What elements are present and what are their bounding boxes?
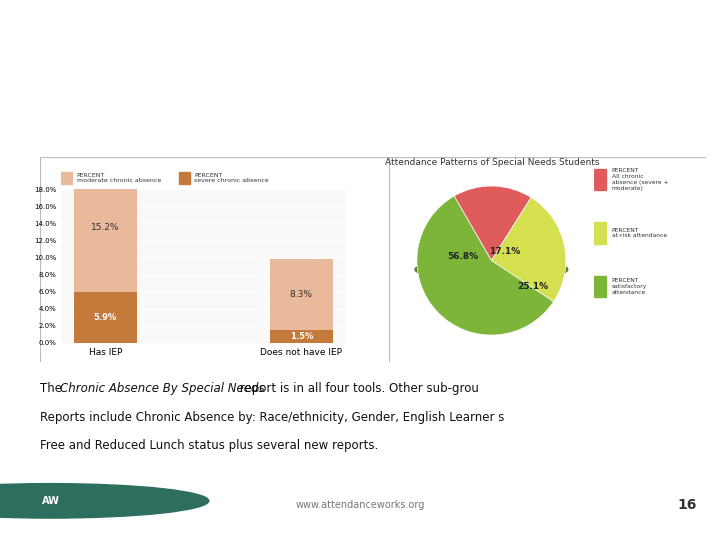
- Text: 25.1%: 25.1%: [517, 282, 548, 291]
- Bar: [270, 259, 333, 330]
- Bar: [594, 169, 606, 190]
- Text: Free and Reduced Lunch status plus several new reports.: Free and Reduced Lunch status plus sever…: [40, 439, 378, 452]
- Wedge shape: [417, 196, 554, 335]
- Bar: [74, 163, 137, 293]
- Text: 16: 16: [678, 498, 697, 512]
- Text: www.attendanceworks.org: www.attendanceworks.org: [295, 500, 425, 510]
- Text: 1.5%: 1.5%: [289, 332, 313, 341]
- Text: 56.8%: 56.8%: [448, 252, 479, 261]
- Text: PERCENT
at-risk attendance: PERCENT at-risk attendance: [612, 228, 667, 238]
- Text: The: The: [40, 382, 66, 395]
- Bar: [179, 172, 189, 184]
- Text: PERCENT
satisfactory
attendance: PERCENT satisfactory attendance: [612, 278, 647, 295]
- Text: AW: AW: [42, 496, 59, 506]
- Text: Attendance
Works: Attendance Works: [97, 489, 156, 509]
- Text: 17.1%: 17.1%: [489, 247, 521, 256]
- Text: Reports include Chronic Absence by: Race/ethnicity, Gender, English Learner s: Reports include Chronic Absence by: Race…: [40, 411, 504, 424]
- Text: report is in all four tools. Other sub-grou: report is in all four tools. Other sub-g…: [235, 382, 478, 395]
- Text: 15.2%: 15.2%: [91, 223, 120, 232]
- Text: Chronic Absence By Special Needs: Chronic Absence By Special Needs: [60, 382, 265, 395]
- Wedge shape: [491, 198, 566, 302]
- Text: PERCENT
severe chronic absence: PERCENT severe chronic absence: [194, 172, 269, 183]
- Bar: [74, 293, 137, 343]
- Bar: [594, 276, 606, 297]
- Text: 8.3%: 8.3%: [290, 290, 312, 299]
- Text: PERCENT
All chronic
absence (severe +
moderate): PERCENT All chronic absence (severe + mo…: [612, 168, 668, 191]
- Ellipse shape: [415, 258, 568, 281]
- Text: To identify sub-groups of
students who are
disproportionately
chronically absent: To identify sub-groups of students who a…: [102, 40, 317, 116]
- Circle shape: [0, 484, 209, 518]
- Bar: [61, 172, 72, 184]
- Wedge shape: [454, 186, 531, 261]
- Text: Attendance Patterns of Special Needs Students: Attendance Patterns of Special Needs Stu…: [385, 158, 600, 167]
- Text: PERCENT
moderate chronic absence: PERCENT moderate chronic absence: [77, 172, 161, 183]
- Bar: [594, 222, 606, 244]
- Bar: [270, 330, 333, 343]
- Text: 5.9%: 5.9%: [94, 313, 117, 322]
